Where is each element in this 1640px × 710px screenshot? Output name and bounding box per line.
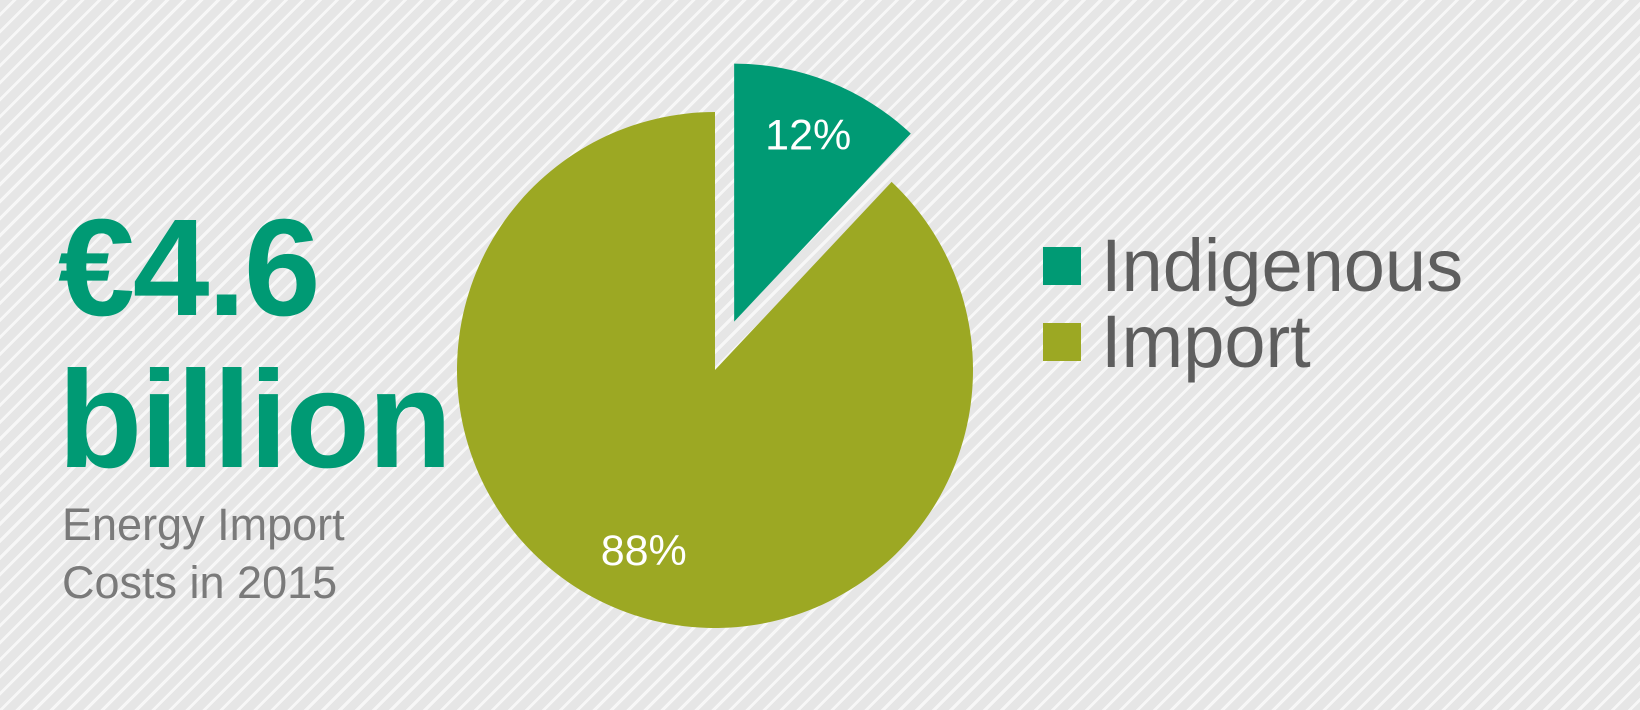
legend-swatch-import <box>1043 323 1081 361</box>
legend-item-indigenous: Indigenous <box>1043 228 1463 304</box>
pie-slice-indigenous <box>734 63 911 322</box>
pie-slice-import <box>456 112 973 628</box>
caption-line-2: Costs in 2015 <box>62 557 338 608</box>
chart-legend: Indigenous Import <box>1043 228 1463 380</box>
headline-line-1: €4.6 <box>58 191 321 345</box>
headline-caption: Energy Import Costs in 2015 <box>62 496 345 612</box>
headline-line-2: billion <box>58 343 452 497</box>
legend-label-indigenous: Indigenous <box>1101 224 1464 307</box>
legend-item-import: Import <box>1043 304 1463 380</box>
pie-label-indigenous: 12% <box>765 112 851 160</box>
legend-label-import: Import <box>1101 300 1311 383</box>
headline-amount: €4.6 billion <box>58 191 452 497</box>
legend-swatch-indigenous <box>1043 247 1081 285</box>
pie-label-import: 88% <box>601 527 687 575</box>
caption-line-1: Energy Import <box>62 499 345 550</box>
